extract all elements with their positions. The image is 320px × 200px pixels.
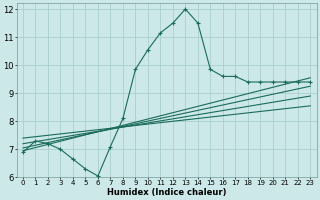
X-axis label: Humidex (Indice chaleur): Humidex (Indice chaleur) xyxy=(107,188,226,197)
